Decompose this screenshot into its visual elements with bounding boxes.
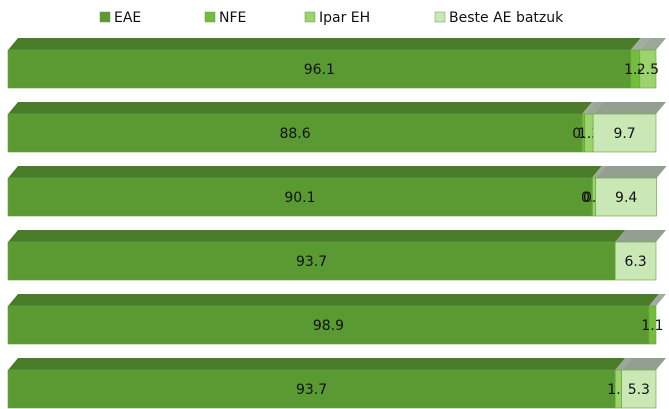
bar-top <box>8 230 626 242</box>
bar-top <box>630 38 650 50</box>
bar <box>7 305 650 345</box>
data-label: 9.7 <box>613 126 635 142</box>
legend-swatch <box>204 11 216 23</box>
data-label: 90.1 <box>284 190 315 206</box>
bar <box>621 369 657 409</box>
data-label: 98.9 <box>313 318 344 334</box>
bar-top <box>593 102 666 114</box>
bar-top <box>8 38 641 50</box>
bar <box>595 177 657 217</box>
data-label: 96.1 <box>304 62 335 78</box>
legend-label: NFE <box>219 10 246 26</box>
bar <box>7 113 583 153</box>
bar-top <box>584 102 604 114</box>
bar <box>648 305 657 345</box>
bar-top <box>615 230 666 242</box>
legend-swatch <box>99 11 111 23</box>
bar-top <box>615 358 632 370</box>
bar <box>7 177 593 217</box>
bar-top <box>582 102 595 114</box>
bar-top <box>8 358 626 370</box>
bar <box>7 241 616 281</box>
legend-label: Beste AE batzuk <box>449 10 564 26</box>
data-label: 2.5 <box>637 62 659 78</box>
legend-swatch <box>434 11 446 23</box>
legend-swatch <box>304 11 316 23</box>
bar-top <box>595 166 667 178</box>
bar <box>592 113 657 153</box>
bar-top <box>639 38 666 50</box>
legend-label: EAE <box>114 10 141 26</box>
data-label: 93.7 <box>296 254 327 270</box>
bar <box>614 241 657 281</box>
data-label: 93.7 <box>296 382 327 398</box>
bar-top <box>8 294 659 306</box>
bar-top <box>8 166 602 178</box>
data-label: 1.1 <box>641 318 663 334</box>
data-label: 88.6 <box>279 126 310 142</box>
bar-top <box>591 166 603 178</box>
data-label: 9.4 <box>615 190 637 206</box>
data-label: 5.3 <box>628 382 650 398</box>
data-label: 6.3 <box>624 254 646 270</box>
bar-top <box>592 166 606 178</box>
bar <box>7 49 632 89</box>
bar-top <box>648 294 666 306</box>
bar <box>639 49 657 89</box>
bar-top <box>8 102 593 114</box>
legend-label: Ipar EH <box>319 10 370 26</box>
bar-top <box>621 358 666 370</box>
